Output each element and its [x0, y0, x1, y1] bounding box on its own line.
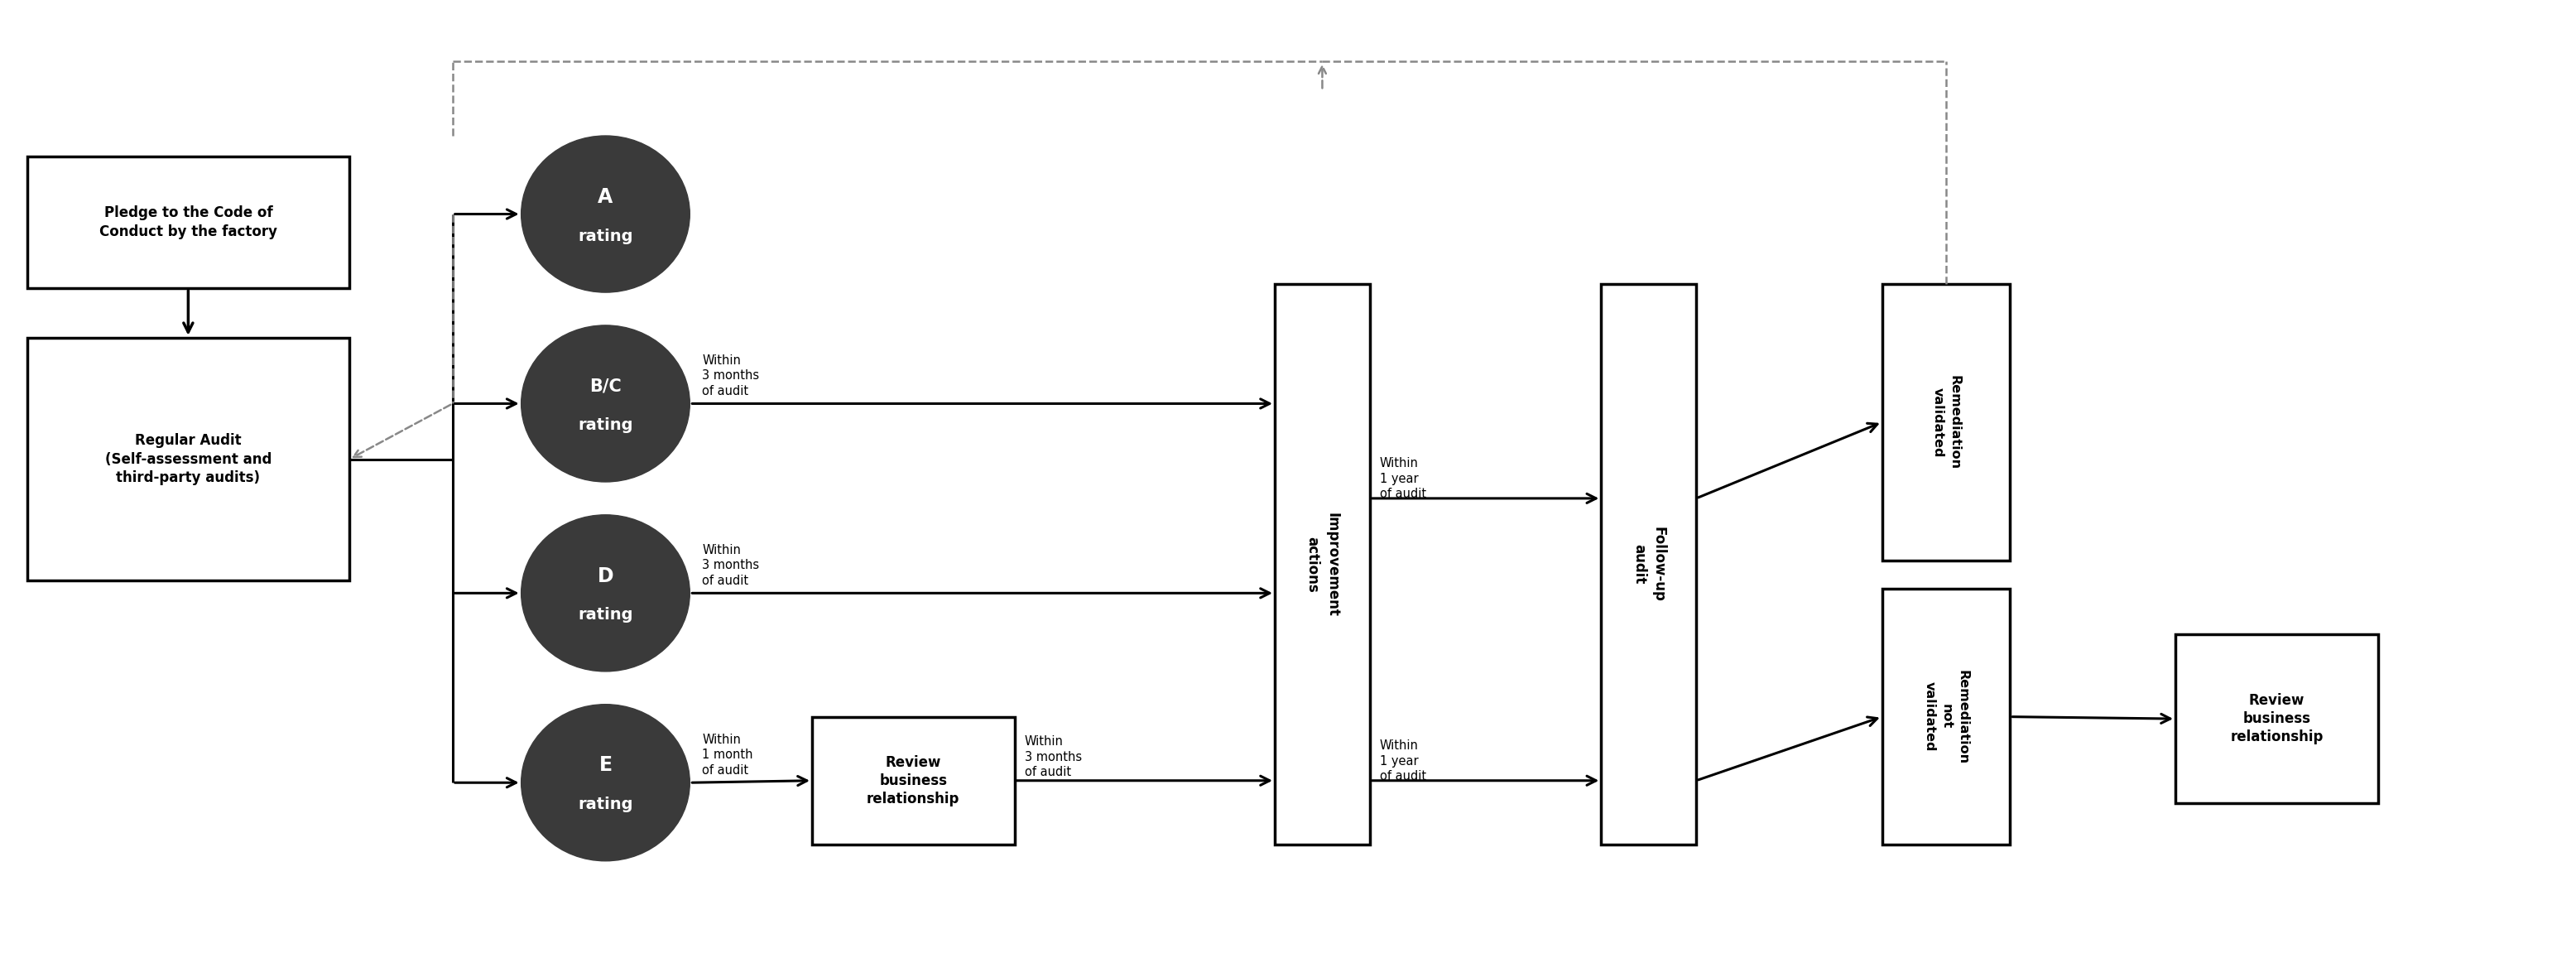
Ellipse shape [520, 326, 690, 482]
Text: rating: rating [577, 228, 634, 244]
FancyBboxPatch shape [28, 337, 350, 581]
Text: Pledge to the Code of
Conduct by the factory: Pledge to the Code of Conduct by the fac… [100, 206, 278, 239]
Text: Regular Audit
(Self-assessment and
third-party audits): Regular Audit (Self-assessment and third… [106, 433, 270, 485]
Text: Review
business
relationship: Review business relationship [2231, 693, 2324, 744]
FancyBboxPatch shape [1275, 285, 1370, 844]
Text: Within
1 year
of audit: Within 1 year of audit [1381, 457, 1427, 500]
Text: Follow-up
audit: Follow-up audit [1631, 527, 1667, 602]
Text: A: A [598, 187, 613, 207]
FancyBboxPatch shape [1883, 589, 2009, 844]
Text: Within
1 month
of audit: Within 1 month of audit [703, 733, 752, 776]
Text: Review
business
relationship: Review business relationship [866, 755, 961, 807]
Text: Within
3 months
of audit: Within 3 months of audit [703, 354, 760, 398]
Text: Remediation
validated: Remediation validated [1932, 375, 1960, 469]
Ellipse shape [520, 136, 690, 292]
FancyBboxPatch shape [811, 717, 1015, 844]
FancyBboxPatch shape [2174, 634, 2378, 803]
FancyBboxPatch shape [1602, 285, 1695, 844]
Text: Remediation
not
validated: Remediation not validated [1924, 670, 1968, 764]
Text: B/C: B/C [590, 378, 621, 395]
Text: E: E [598, 756, 613, 775]
Ellipse shape [520, 704, 690, 861]
FancyBboxPatch shape [1883, 285, 2009, 560]
Text: Within
3 months
of audit: Within 3 months of audit [1025, 736, 1082, 779]
Text: rating: rating [577, 797, 634, 812]
Text: Improvement
actions: Improvement actions [1306, 513, 1340, 616]
Text: D: D [598, 566, 613, 586]
Text: rating: rating [577, 418, 634, 433]
Text: Within
1 year
of audit: Within 1 year of audit [1381, 740, 1427, 783]
Ellipse shape [520, 514, 690, 672]
FancyBboxPatch shape [28, 156, 350, 288]
Text: rating: rating [577, 607, 634, 623]
Text: Within
3 months
of audit: Within 3 months of audit [703, 544, 760, 587]
